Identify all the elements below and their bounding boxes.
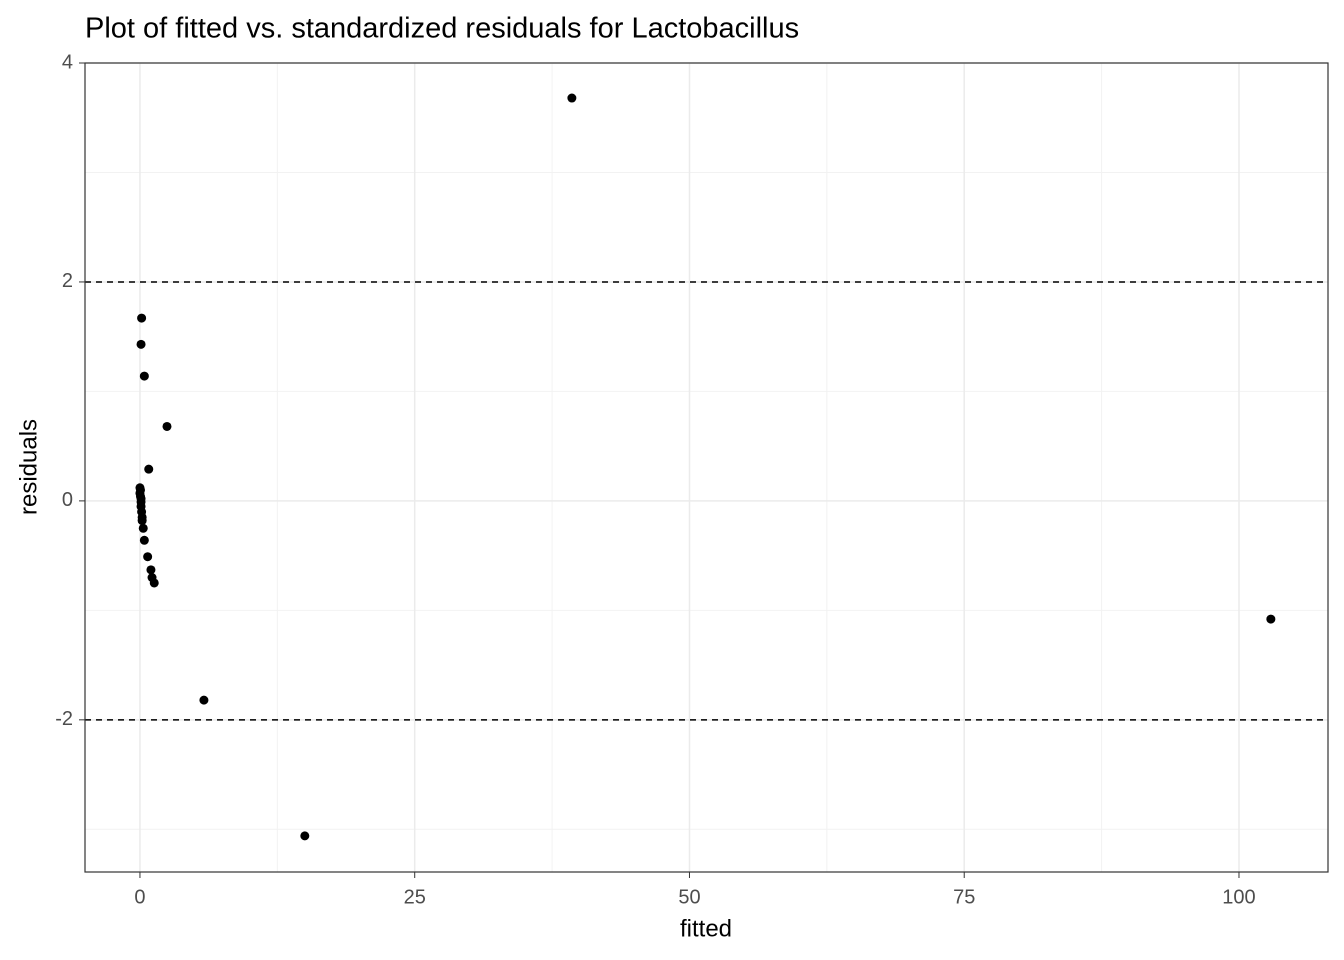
point (144, 464, 154, 474)
point (567, 93, 577, 103)
point (139, 535, 149, 545)
point (199, 695, 209, 705)
point (138, 523, 148, 533)
y-tick-label: 2 (62, 270, 73, 292)
point (1266, 614, 1276, 624)
x-tick-label: 25 (404, 886, 426, 908)
point (143, 552, 153, 562)
x-axis-label: fitted (680, 915, 732, 942)
chart-title: Plot of fitted vs. standardized residual… (85, 13, 799, 45)
point (149, 578, 159, 588)
y-axis-label: residuals (15, 419, 42, 515)
panel-border (84, 62, 1329, 873)
point (146, 565, 156, 575)
x-tick-label: 100 (1222, 886, 1255, 908)
x-tick-label: 50 (678, 886, 700, 908)
y-tick-label: 0 (62, 489, 73, 511)
x-tick-label: 0 (134, 886, 145, 908)
point (162, 421, 172, 431)
y-tick-label: 4 (62, 51, 73, 73)
y-tick-label: -2 (55, 708, 73, 730)
point (139, 371, 149, 381)
point (137, 516, 147, 526)
point (300, 831, 310, 841)
point (136, 339, 146, 349)
point (137, 313, 147, 323)
x-tick-label: 75 (953, 886, 975, 908)
